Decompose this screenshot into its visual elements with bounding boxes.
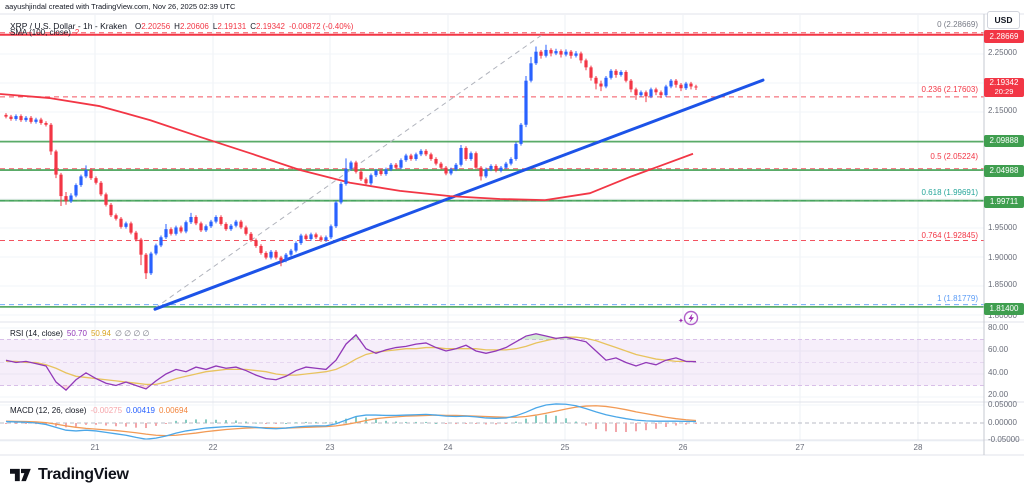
- time-axis[interactable]: [0, 440, 984, 455]
- open-label: O: [135, 22, 142, 31]
- low-value: 2.19131: [217, 22, 247, 31]
- rsi-legend: RSI (14, close) 50.70 50.94 ∅ ∅ ∅ ∅: [10, 329, 150, 338]
- symbol-title: XRP / U.S. Dollar - 1h - Kraken: [10, 21, 127, 31]
- high-value: 2.20606: [179, 22, 209, 31]
- macd-label: MACD (12, 26, close): [10, 406, 87, 415]
- fib-diagonal: [154, 32, 546, 309]
- rsi-line: [5, 333, 697, 391]
- sma-line: [0, 93, 694, 202]
- macd-hist-value: -0.00275: [90, 406, 123, 415]
- svg-text:✦: ✦: [678, 317, 684, 325]
- sma-legend: SMA (100, close) 2: [10, 28, 79, 37]
- macd-legend: MACD (12, 26, close) -0.00275 0.00419 0.…: [10, 406, 188, 415]
- change-value: -0.00872 (-0.40%): [288, 22, 354, 31]
- macd-signal-value: 0.00694: [158, 406, 188, 415]
- rsi-ma-line: [6, 336, 697, 386]
- rsi-ma-value: 50.94: [90, 329, 111, 338]
- currency-toggle-button[interactable]: USD: [987, 11, 1020, 29]
- low-label: L: [212, 22, 218, 31]
- open-value: 2.20256: [141, 22, 171, 31]
- attribution-text: aayushjindal created with TradingView.co…: [5, 2, 236, 11]
- rsi-hidden-values: ∅ ∅ ∅ ∅: [114, 329, 150, 338]
- close-value: 2.19342: [256, 22, 285, 31]
- rsi-label: RSI (14, close): [10, 329, 63, 338]
- price-scale[interactable]: [984, 14, 1024, 440]
- rsi-band: [0, 339, 984, 386]
- rsi-value: 50.70: [66, 329, 87, 338]
- close-label: C: [250, 22, 257, 31]
- macd-line: [5, 403, 697, 440]
- high-label: H: [174, 22, 180, 31]
- sma-label: SMA (100, close): [10, 28, 71, 37]
- symbol-legend: XRP / U.S. Dollar - 1h - Kraken O2.20256…: [10, 16, 353, 34]
- quick-action-lightning-icon[interactable]: ✦: [678, 309, 700, 327]
- candlestick-series: [4, 44, 698, 280]
- macd-value: 0.00419: [126, 406, 155, 415]
- panel-separators: [0, 13, 1024, 456]
- sma-value: 2: [74, 28, 80, 37]
- brand-name: TradingView: [38, 466, 129, 483]
- tradingview-logo: TradingView: [10, 464, 129, 486]
- trend-line: [153, 78, 765, 311]
- tradingview-mark-icon: [10, 468, 31, 482]
